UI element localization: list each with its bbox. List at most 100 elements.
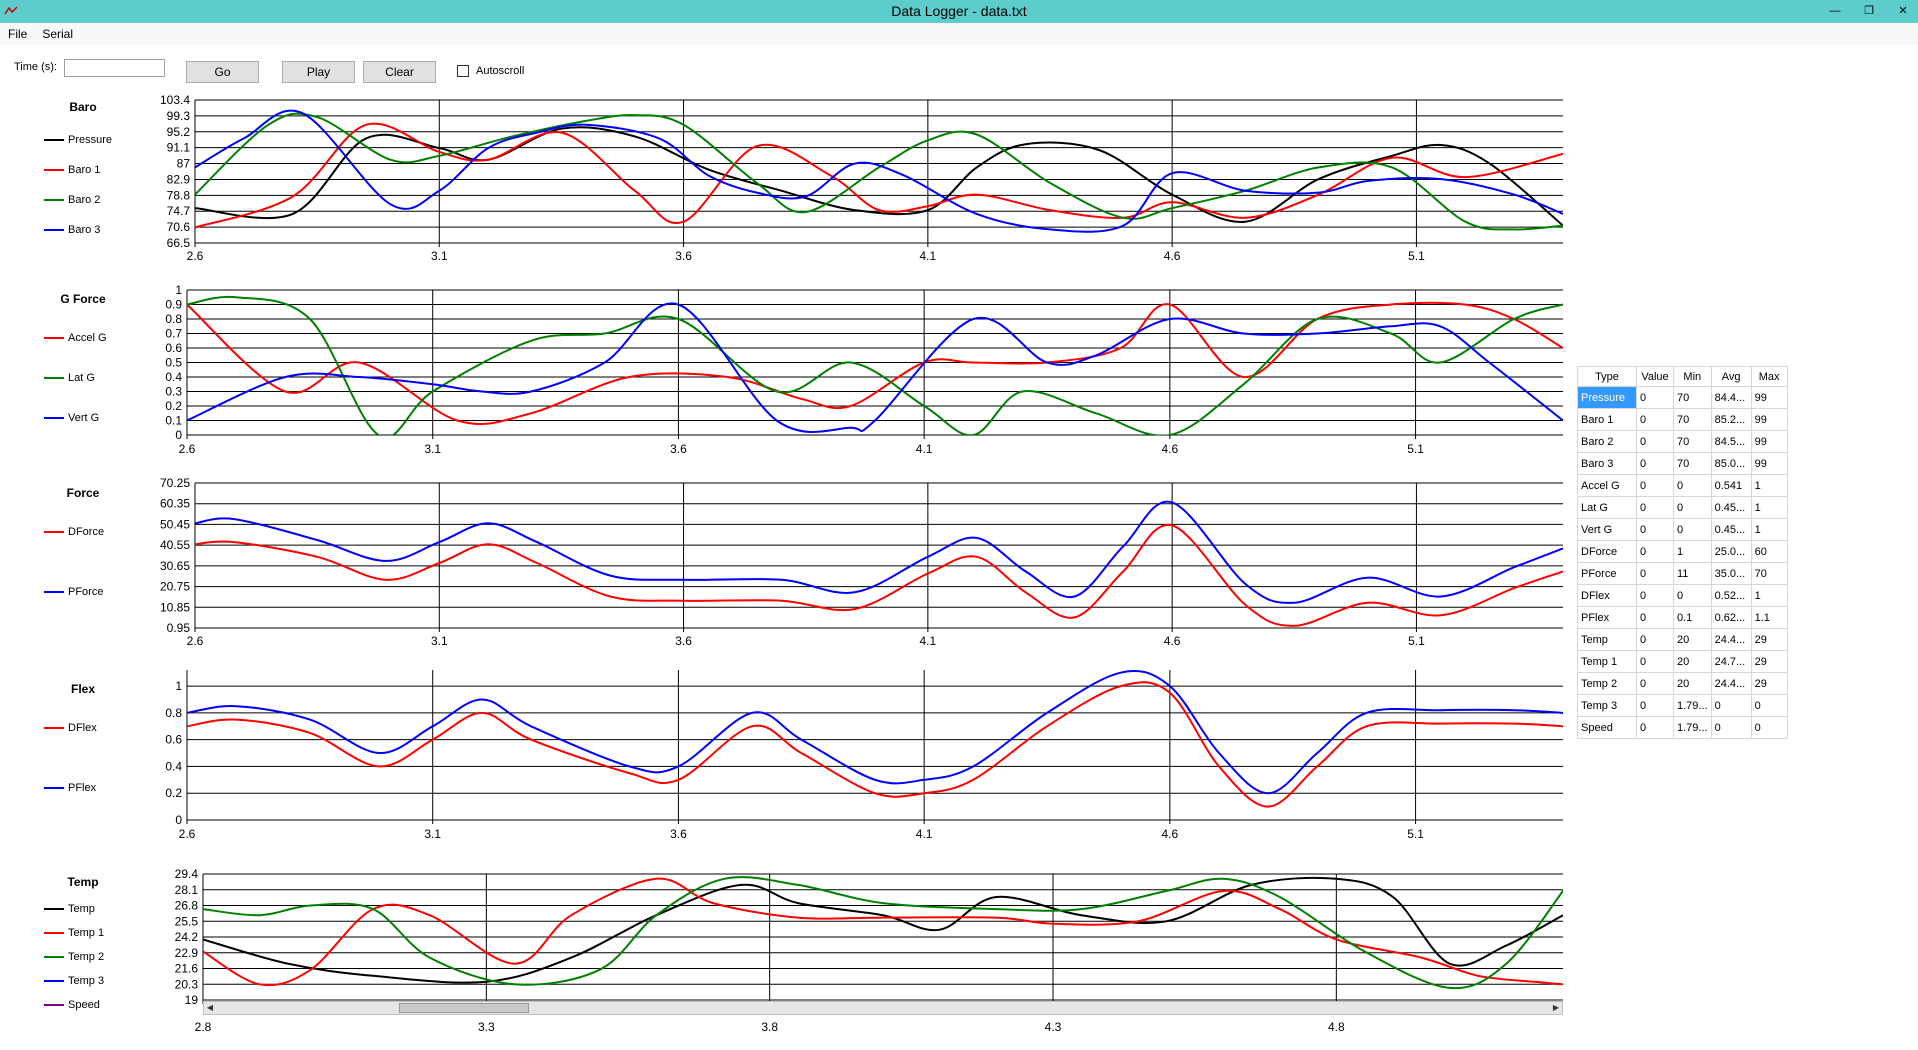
temp-chart-scrollbar[interactable]: ◀ ▶ (203, 1001, 1563, 1015)
table-cell: Temp 3 (1577, 694, 1637, 717)
legend-swatch (44, 417, 64, 419)
legend-swatch (44, 169, 64, 171)
legend-swatch (44, 531, 64, 533)
chart-title: Temp (67, 875, 99, 889)
table-cell: Temp 1 (1577, 650, 1637, 673)
table-cell: PFlex (1577, 606, 1637, 629)
table-cell: 84.5... (1710, 430, 1752, 453)
x-tick-label: 4.8 (1328, 1020, 1345, 1034)
table-row[interactable]: DFlex 0 0 0.52... 1 (1577, 584, 1788, 607)
title-bar: Data Logger - data.txt — ❐ ✕ (0, 0, 1918, 23)
menu-file[interactable]: File (8, 27, 28, 41)
minimize-button[interactable]: — (1829, 5, 1841, 17)
table-cell: 0 (1636, 672, 1674, 695)
play-button[interactable]: Play (282, 61, 355, 83)
table-cell: 29 (1750, 650, 1788, 673)
time-input[interactable] (64, 59, 165, 77)
x-tick-label: 2.6 (179, 827, 196, 841)
legend-label: Vert G (68, 412, 100, 424)
legend-label: Temp 2 (68, 951, 105, 963)
x-tick-label: 5.1 (1407, 827, 1424, 841)
chart-title: Flex (70, 682, 95, 696)
stats-table[interactable]: Type Value Min Avg Max Pressure 0 70 84.4... 99 B… (1577, 366, 1788, 739)
y-tick-label: 1 (175, 679, 182, 693)
menu-bar: File Serial (0, 23, 1918, 45)
x-tick-label: 2.6 (187, 634, 204, 648)
x-tick-label: 4.6 (1162, 827, 1179, 841)
y-tick-label: 0.3 (165, 385, 182, 399)
legend-label: Accel G (68, 332, 107, 344)
clear-button[interactable]: Clear (363, 61, 436, 83)
table-cell: Baro 2 (1577, 430, 1637, 453)
go-button[interactable]: Go (186, 61, 259, 83)
table-row[interactable]: PFlex 0 0.1 0.62... 1.1 (1577, 606, 1788, 629)
autoscroll-label: Autoscroll (476, 65, 525, 77)
stats-header-cell[interactable]: Type (1577, 366, 1637, 387)
x-tick-label: 4.1 (920, 249, 937, 263)
legend-swatch (44, 956, 64, 958)
table-cell: 85.2... (1710, 408, 1752, 431)
table-row[interactable]: DForce 0 1 25.0... 60 (1577, 540, 1788, 563)
y-tick-label: 78.8 (167, 188, 191, 202)
legend-swatch (44, 980, 64, 982)
table-cell: 0.1 (1673, 606, 1712, 629)
table-cell: 0 (1636, 452, 1674, 475)
legend-label: Temp 1 (68, 927, 105, 939)
legend-swatch (44, 377, 64, 379)
table-row[interactable]: Lat G 0 0 0.45... 1 (1577, 496, 1788, 519)
y-tick-label: 95.2 (167, 125, 191, 139)
table-row[interactable]: Temp 0 20 24.4... 29 (1577, 628, 1788, 651)
y-tick-label: 0.8 (165, 312, 182, 326)
x-tick-label: 5.1 (1408, 249, 1425, 263)
menu-serial[interactable]: Serial (42, 27, 74, 41)
table-row[interactable]: Vert G 0 0 0.45... 1 (1577, 518, 1788, 541)
y-tick-label: 1 (175, 283, 182, 297)
table-row[interactable]: Baro 3 0 70 85.0... 99 (1577, 452, 1788, 475)
y-tick-label: 0 (175, 813, 182, 827)
autoscroll-checkbox[interactable] (457, 65, 469, 77)
x-tick-label: 4.1 (920, 634, 937, 648)
stats-header-cell[interactable]: Max (1750, 366, 1788, 387)
table-cell: 0 (1636, 386, 1674, 409)
table-row[interactable]: Temp 3 0 1.79... 0 0 (1577, 694, 1788, 717)
table-cell: 20 (1673, 672, 1712, 695)
y-tick-label: 91.1 (167, 141, 191, 155)
stats-header-cell[interactable]: Avg (1710, 366, 1752, 387)
y-tick-label: 25.5 (175, 914, 199, 928)
scrollbar-thumb[interactable] (399, 1003, 529, 1013)
table-row[interactable]: Temp 2 0 20 24.4... 29 (1577, 672, 1788, 695)
legend-item: Baro 3 (44, 224, 100, 236)
table-row[interactable]: Accel G 0 0 0.541 1 (1577, 474, 1788, 497)
y-tick-label: 0.8 (165, 706, 182, 720)
table-cell: 1.1 (1750, 606, 1788, 629)
scroll-right-icon[interactable]: ▶ (1552, 1003, 1560, 1012)
table-row[interactable]: Speed 0 1.79... 0 0 (1577, 716, 1788, 739)
close-button[interactable]: ✕ (1898, 5, 1908, 17)
x-tick-label: 4.1 (916, 827, 933, 841)
legend-swatch (44, 932, 64, 934)
legend-item: Baro 2 (44, 194, 100, 206)
table-row[interactable]: Pressure 0 70 84.4... 99 (1577, 386, 1788, 409)
stats-header-cell[interactable]: Min (1673, 366, 1712, 387)
legend-label: Speed (68, 999, 100, 1011)
table-row[interactable]: Baro 2 0 70 84.5... 99 (1577, 430, 1788, 453)
y-tick-label: 99.3 (167, 109, 191, 123)
table-cell: 11 (1673, 562, 1712, 585)
legend-item: Vert G (44, 412, 99, 424)
y-tick-label: 0.9 (165, 298, 182, 312)
table-cell: 0 (1636, 562, 1674, 585)
table-row[interactable]: Temp 1 0 20 24.7... 29 (1577, 650, 1788, 673)
table-cell: 0 (1636, 694, 1674, 717)
y-tick-label: 0.95 (167, 621, 191, 635)
table-row[interactable]: Baro 1 0 70 85.2... 99 (1577, 408, 1788, 431)
table-row[interactable]: PForce 0 11 35.0... 70 (1577, 562, 1788, 585)
stats-header-cell[interactable]: Value (1636, 366, 1674, 387)
scroll-left-icon[interactable]: ◀ (206, 1003, 214, 1012)
table-cell: 0 (1636, 584, 1674, 607)
y-tick-label: 40.55 (160, 538, 190, 552)
x-tick-label: 3.6 (675, 249, 692, 263)
legend-item: Baro 1 (44, 164, 100, 176)
restore-button[interactable]: ❐ (1864, 5, 1874, 17)
legend-item: Temp 2 (44, 951, 104, 963)
y-tick-label: 30.65 (160, 559, 190, 573)
